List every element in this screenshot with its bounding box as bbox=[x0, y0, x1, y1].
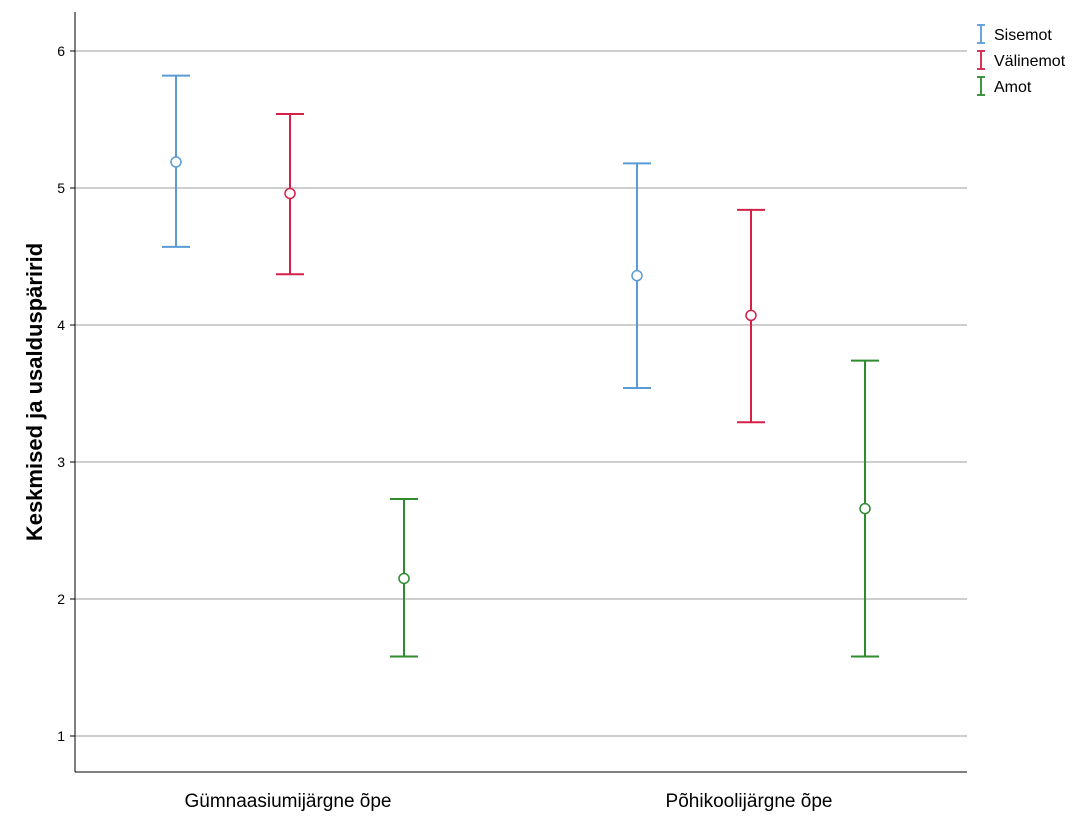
mean-marker bbox=[859, 502, 871, 515]
error-bar bbox=[737, 208, 765, 424]
series-sisemot bbox=[162, 74, 651, 390]
series-group bbox=[162, 74, 879, 658]
legend-item: Sisemot bbox=[977, 24, 1052, 44]
y-axis-title: Keskmised ja usalduspäririd bbox=[22, 243, 47, 541]
mean-marker bbox=[631, 269, 643, 282]
mean-marker bbox=[745, 309, 757, 322]
x-category-label: Põhikoolijärgne õpe bbox=[666, 791, 833, 812]
mean-marker bbox=[398, 572, 410, 585]
legend-label: Välinemot bbox=[994, 53, 1066, 70]
legend: Sisemot Välinemot Amot bbox=[977, 24, 1066, 96]
series-välinemot bbox=[276, 113, 765, 424]
mean-marker bbox=[284, 187, 296, 200]
error-bar bbox=[623, 162, 651, 390]
legend-item: Välinemot bbox=[977, 50, 1066, 70]
y-tick-label: 4 bbox=[57, 317, 65, 333]
y-tick-label: 5 bbox=[57, 180, 65, 196]
y-tick-label: 1 bbox=[57, 728, 65, 744]
error-bar bbox=[390, 497, 418, 658]
y-tick-label: 3 bbox=[57, 454, 65, 470]
y-ticks: 1 2 3 4 5 6 bbox=[57, 43, 75, 744]
legend-label: Sisemot bbox=[994, 27, 1052, 44]
x-categories: Gümnaasiumijärgne õpe Põhikoolijärgne õpe bbox=[184, 791, 832, 812]
series-amot bbox=[390, 359, 879, 658]
gridlines bbox=[75, 50, 967, 737]
axes bbox=[74, 12, 967, 773]
legend-label: Amot bbox=[994, 79, 1032, 96]
error-bar bbox=[851, 359, 879, 658]
x-category-label: Gümnaasiumijärgne õpe bbox=[184, 791, 391, 812]
y-tick-label: 2 bbox=[57, 591, 65, 607]
y-tick-label: 6 bbox=[57, 43, 65, 59]
mean-marker bbox=[170, 156, 182, 168]
error-bar bbox=[162, 74, 190, 248]
error-bar bbox=[276, 113, 304, 276]
legend-item: Amot bbox=[977, 76, 1032, 96]
